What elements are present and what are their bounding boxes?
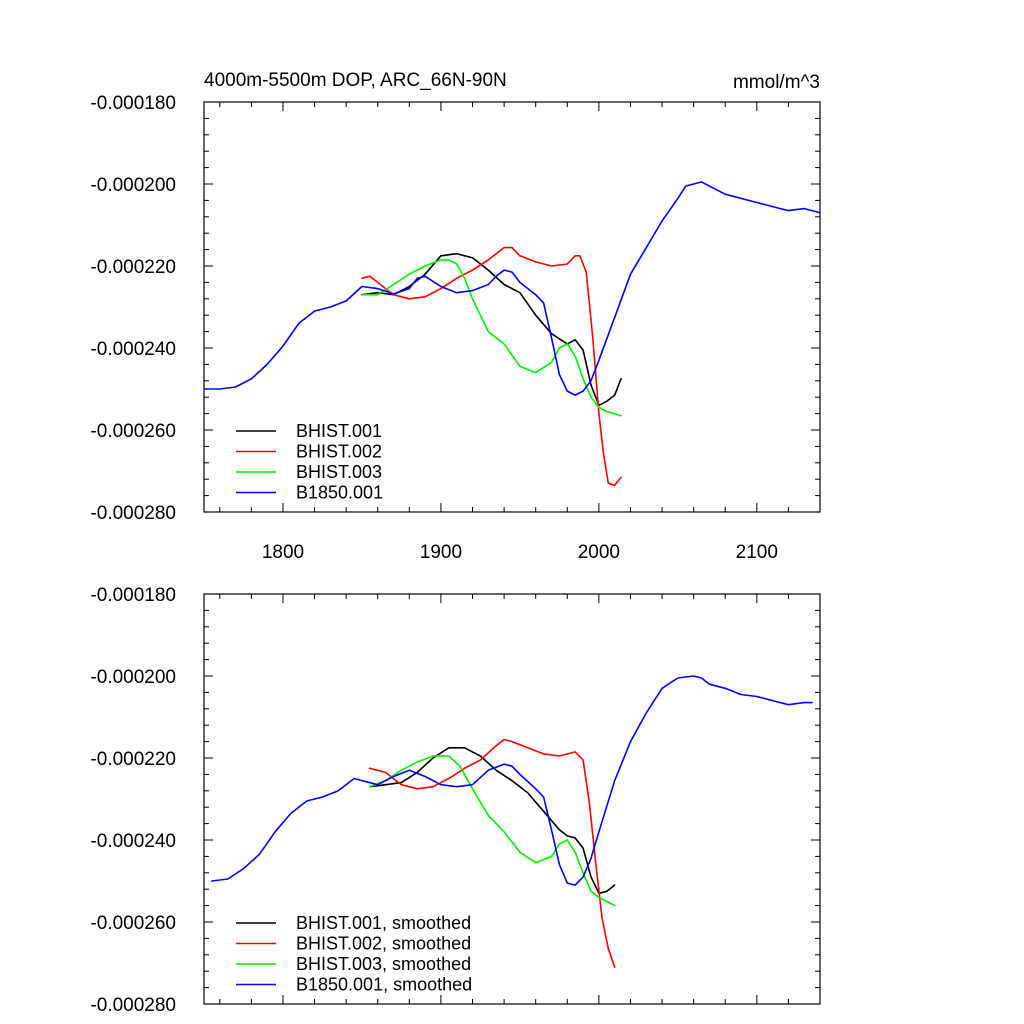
series-line-bhist-001-smoothed <box>369 747 616 895</box>
legend-label: BHIST.001, smoothed <box>296 913 471 933</box>
lower-panel-smoothed: -0.000180 -0.000200 -0.000220 -0.000240 -0.0… <box>90 585 821 1016</box>
legend-label: BHIST.002 <box>296 442 382 462</box>
x-tick-label: 1900 <box>420 542 462 563</box>
legend-label: BHIST.003 <box>296 462 382 482</box>
series-line-bhist-003 <box>361 259 622 417</box>
y-tick-label: -0.000180 <box>90 585 176 606</box>
series-line-b1850-001-smoothed <box>211 675 813 886</box>
series-group <box>204 181 820 487</box>
series-line-bhist-002-smoothed <box>369 738 616 968</box>
y-tick-label: -0.000280 <box>90 995 176 1016</box>
legend-label: B1850.001, smoothed <box>296 975 472 995</box>
y-tick-label: -0.000200 <box>90 175 176 196</box>
y-tick-label: -0.000260 <box>90 421 176 442</box>
x-tick-label: 1800 <box>262 542 304 563</box>
plot-frame <box>203 593 821 1005</box>
chart-title: 4000m-5500m DOP, ARC_66N-90N <box>204 70 507 91</box>
y-tick-label: -0.000200 <box>90 667 176 688</box>
series-line-b1850-001 <box>204 181 820 396</box>
legend-label: B1850.001 <box>296 483 383 503</box>
plot-frame <box>203 101 821 513</box>
upper-panel: -0.000180 -0.000200 -0.000220 -0.000240 -0.0… <box>90 70 821 563</box>
units-label: mmol/m^3 <box>733 72 820 93</box>
series-line-bhist-001 <box>361 252 622 407</box>
series-line-bhist-002 <box>361 246 622 487</box>
y-tick-label: -0.000220 <box>90 257 176 278</box>
y-tick-label: -0.000240 <box>90 831 176 852</box>
series-line-bhist-003-smoothed <box>369 755 616 907</box>
legend-label: BHIST.003, smoothed <box>296 954 471 974</box>
y-tick-label: -0.000180 <box>90 93 176 114</box>
series-group <box>211 675 813 968</box>
x-tick-label: 2100 <box>736 542 778 563</box>
y-tick-label: -0.000260 <box>90 913 176 934</box>
y-tick-label: -0.000240 <box>90 339 176 360</box>
y-tick-label: -0.000220 <box>90 749 176 770</box>
legend-label: BHIST.001 <box>296 421 382 441</box>
y-tick-label: -0.000280 <box>90 503 176 524</box>
x-tick-label: 2000 <box>578 542 620 563</box>
legend-label: BHIST.002, smoothed <box>296 934 471 954</box>
